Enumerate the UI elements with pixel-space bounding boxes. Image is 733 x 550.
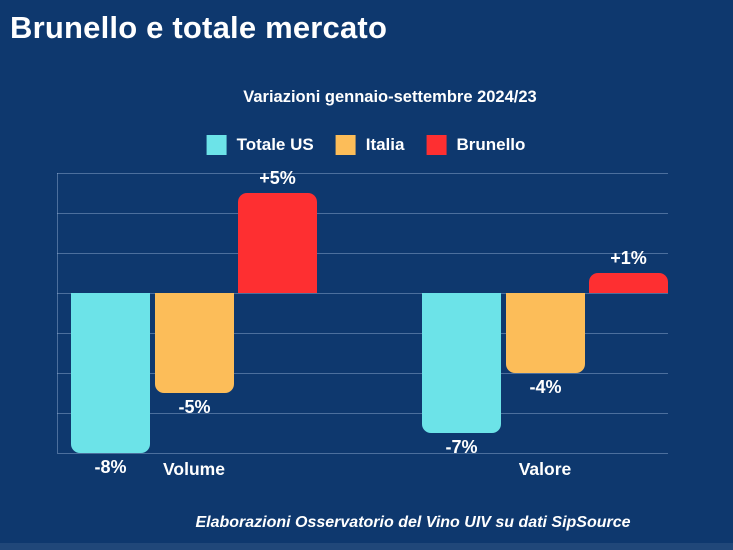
legend-swatch-icon (426, 135, 447, 155)
category-label-valore: Valore (518, 459, 572, 479)
y-axis-line (57, 173, 58, 453)
legend-label: Totale US (236, 135, 314, 154)
chart-legend: Totale US Italia Brunello (206, 135, 525, 155)
gridline--4 (57, 373, 668, 374)
gridline-0 (57, 293, 668, 294)
bar-totale-us-valore (422, 293, 501, 433)
legend-label: Brunello (456, 135, 526, 154)
gridline-4 (57, 213, 668, 214)
value-label-totale-us-valore: -7% (445, 437, 478, 457)
value-label-brunello-volume: +5% (259, 168, 296, 188)
category-label-volume: Volume (163, 459, 225, 479)
bar-brunello-volume (238, 193, 317, 293)
value-label-totale-us-volume: -8% (94, 457, 127, 477)
bar-brunello-valore (589, 273, 668, 293)
value-label-italia-valore: -4% (529, 377, 562, 397)
legend-swatch-icon (206, 135, 227, 155)
legend-item-brunello: Brunello (426, 135, 525, 155)
chart-subtitle: Variazioni gennaio-settembre 2024/23 (243, 88, 537, 106)
gridline--6 (57, 413, 668, 414)
bar-totale-us-volume (71, 293, 150, 453)
legend-item-italia: Italia (335, 135, 405, 155)
legend-item-totale-us: Totale US (206, 135, 314, 155)
page-title: Brunello e totale mercato (10, 10, 388, 45)
source-credit: Elaborazioni Osservatorio del Vino UIV s… (195, 514, 631, 531)
gridline-6 (57, 173, 668, 174)
gridline--8 (57, 453, 668, 454)
gridline-2 (57, 253, 668, 254)
bottom-strip (0, 543, 733, 550)
legend-swatch-icon (335, 135, 356, 155)
value-label-italia-volume: -5% (178, 397, 211, 417)
bar-italia-valore (506, 293, 585, 373)
gridline--2 (57, 333, 668, 334)
value-label-brunello-valore: +1% (610, 248, 647, 268)
legend-label: Italia (365, 135, 405, 154)
bar-italia-volume (155, 293, 234, 393)
